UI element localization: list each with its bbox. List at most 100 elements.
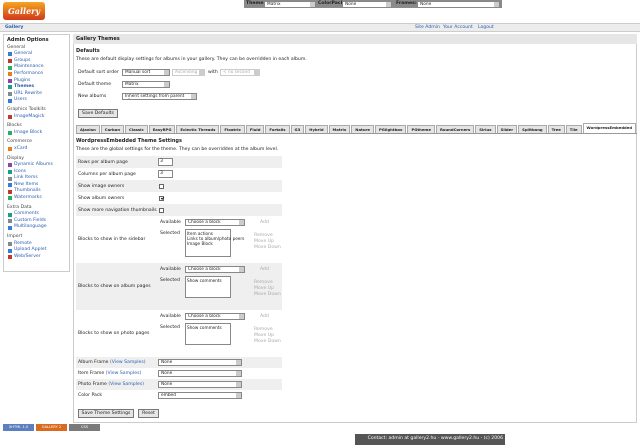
tab[interactable]: RoundCorners <box>435 125 475 133</box>
sidebar-link[interactable]: Comments <box>14 211 39 217</box>
button-link[interactable]: Move Down <box>254 292 281 297</box>
field-label: New albums <box>78 94 107 99</box>
tab[interactable]: Floatrix <box>220 125 245 133</box>
sidebar-item: Web/Server <box>7 254 66 261</box>
field-label: Columns per album page <box>78 172 136 177</box>
select[interactable]: Matrix <box>122 81 170 88</box>
select[interactable]: Choose a block <box>185 219 245 226</box>
description: These are the global settings for the th… <box>76 147 279 152</box>
tab[interactable]: Splitbang <box>518 125 547 133</box>
tab[interactable]: Nature <box>351 125 374 133</box>
link[interactable]: (View Samples) <box>108 382 144 387</box>
sidebar-link[interactable]: Watermarks <box>14 195 42 201</box>
tab[interactable]: Ajaxian <box>76 125 100 133</box>
select[interactable]: None <box>158 381 242 388</box>
tab[interactable]: Classic <box>125 125 148 133</box>
icon <box>8 65 12 70</box>
tab[interactable]: Siriux <box>475 125 496 133</box>
select[interactable]: Manual sort order <box>122 69 170 76</box>
sidebar-link[interactable]: General <box>14 51 33 57</box>
header-link[interactable]: Your Account <box>443 25 473 30</box>
sidebar-link[interactable]: Upload Applet <box>14 247 47 253</box>
select[interactable]: embed <box>158 392 242 399</box>
tab[interactable]: Fluid <box>245 125 265 133</box>
list-box[interactable]: Show comments <box>185 323 231 345</box>
sidebar-link[interactable]: Remote <box>14 240 32 246</box>
tab[interactable]: Hybrid <box>305 125 328 133</box>
checkbox[interactable] <box>159 195 164 201</box>
select[interactable]: Choose a block <box>185 266 245 273</box>
icon <box>8 92 12 97</box>
sidebar-link[interactable]: Plugins <box>14 77 31 83</box>
button[interactable]: Save Defaults <box>78 109 118 118</box>
tab[interactable]: Tree <box>547 125 565 133</box>
sidebar-link[interactable]: URL Rewrite <box>14 90 42 96</box>
text-input[interactable]: 3 <box>158 170 173 178</box>
sidebar-link[interactable]: Thumbnails <box>14 188 41 194</box>
header-link[interactable]: Logout <box>478 25 494 30</box>
tab[interactable]: PGtheme <box>407 125 435 133</box>
select[interactable]: Ascending <box>172 69 205 76</box>
tab[interactable]: EasyRPG <box>148 125 176 133</box>
label: Available <box>160 220 181 225</box>
select[interactable]: None <box>417 0 500 8</box>
sidebar-link[interactable]: New Items <box>14 181 39 187</box>
select[interactable]: None <box>158 370 242 377</box>
button-link[interactable]: Move Down <box>254 339 281 344</box>
button-link[interactable]: Move Down <box>254 245 281 250</box>
tab[interactable]: WordpressEmbedded <box>582 123 637 133</box>
link[interactable]: (View Samples) <box>105 371 142 376</box>
list-box[interactable]: Show comments <box>185 276 231 298</box>
select[interactable]: < no second > <box>220 69 260 76</box>
button-link[interactable]: Move Up <box>254 333 275 338</box>
button-link[interactable]: Move Up <box>254 239 275 244</box>
tab[interactable]: Fortalis <box>265 125 290 133</box>
checkbox[interactable] <box>159 183 164 189</box>
tab[interactable]: G3 <box>290 125 305 133</box>
sidebar-item: Maintenance <box>7 64 66 71</box>
sidebar-link[interactable]: Groups <box>14 57 31 63</box>
sidebar-link[interactable]: Users <box>14 97 27 103</box>
description: These are default display settings for a… <box>76 57 307 62</box>
list-item: Item actions <box>187 231 213 236</box>
sidebar-link[interactable]: Web/Server <box>14 253 41 259</box>
tab[interactable]: Matrix <box>328 125 351 133</box>
sidebar-link[interactable]: Icons <box>14 168 26 174</box>
sidebar-link[interactable]: Themes <box>14 84 35 90</box>
sidebar-link[interactable]: xCard <box>14 145 28 151</box>
button-link[interactable]: Remove <box>254 280 273 285</box>
icon <box>8 196 12 201</box>
sidebar-link[interactable]: Multilanguage <box>14 224 47 230</box>
sidebar: Admin Options General General Groups Mainten… <box>3 34 70 272</box>
list-box[interactable]: Item actions Links to album/photo peers Im… <box>185 229 244 257</box>
button[interactable]: Save Theme Settings <box>78 409 134 418</box>
sidebar-link[interactable]: Image Block <box>14 129 43 135</box>
select[interactable]: None <box>158 359 242 366</box>
sidebar-link[interactable]: Dynamic Albums <box>14 162 53 168</box>
select[interactable]: Matrix <box>264 0 316 8</box>
tab[interactable]: Eclectic Threads <box>176 125 220 133</box>
sidebar-link[interactable]: Custom Fields <box>14 217 47 223</box>
icon <box>8 176 12 181</box>
tab[interactable]: Tile <box>565 125 582 133</box>
sidebar-link[interactable]: Performance <box>14 70 44 76</box>
settings-row <box>76 168 282 180</box>
tab[interactable]: Slider <box>496 125 518 133</box>
select[interactable]: None <box>342 0 392 8</box>
select[interactable]: Choose a block <box>185 313 245 320</box>
sidebar-link[interactable]: Maintenance <box>14 64 44 70</box>
button-link[interactable]: Remove <box>254 233 273 238</box>
tab[interactable]: Carbon <box>100 125 125 133</box>
text-input[interactable]: 3 <box>158 158 173 166</box>
button[interactable]: Reset <box>138 409 159 418</box>
link[interactable]: (View Samples) <box>109 360 146 365</box>
button-link[interactable]: Move Up <box>254 286 275 291</box>
icon <box>8 183 12 188</box>
checkbox[interactable] <box>159 207 164 213</box>
tab[interactable]: PGlightbox <box>374 125 407 133</box>
button-link[interactable]: Remove <box>254 327 273 332</box>
header-link[interactable]: Site Admin <box>415 25 440 30</box>
select[interactable]: Inherit settings from parent album <box>122 93 197 100</box>
sidebar-link[interactable]: ImageMagick <box>14 113 45 119</box>
sidebar-link[interactable]: Link Items <box>14 175 38 181</box>
